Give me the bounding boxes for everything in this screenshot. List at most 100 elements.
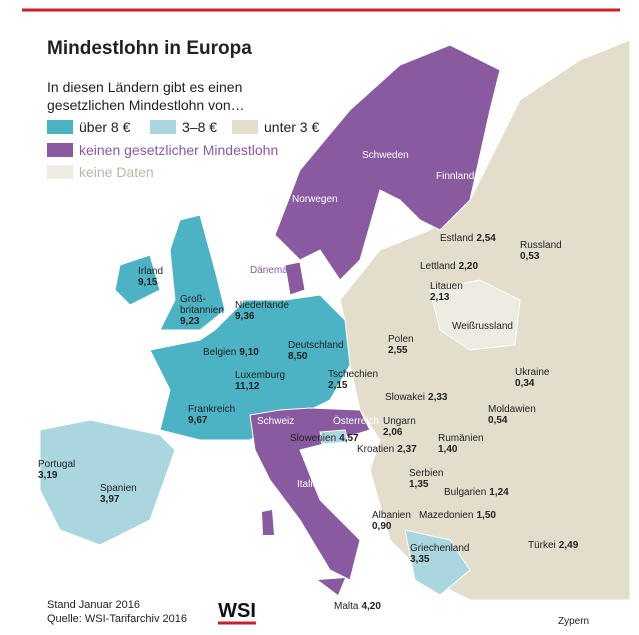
legend-swatch <box>47 120 73 134</box>
country-value: 2,49 <box>559 540 579 551</box>
country-name: Kroatien <box>357 444 394 455</box>
country-label: Spanien 3,97 <box>100 483 137 505</box>
country-name: Serbien <box>409 468 443 479</box>
region-mid-iberia <box>39 419 176 546</box>
country-label: Albanien 0,90 <box>372 510 411 532</box>
country-name: Spanien <box>100 483 137 494</box>
subtitle: gesetzlichen Mindestlohn von… <box>47 97 245 113</box>
legend-label: keine Daten <box>79 164 154 180</box>
country-name: Portugal <box>38 459 75 470</box>
country-value: 2,54 <box>476 233 496 244</box>
legend-swatch <box>47 143 73 157</box>
region-none-denmark <box>284 261 306 296</box>
country-name: Slowenien <box>290 433 336 444</box>
country-label: Italien <box>297 479 324 490</box>
country-label: Litauen 2,13 <box>430 281 463 303</box>
country-value: 1,35 <box>409 479 429 490</box>
country-label: Slowenien 4,57 <box>290 433 359 444</box>
country-label: Ukraine 0,34 <box>515 367 550 389</box>
legend-swatch <box>47 165 73 179</box>
country-name: Groß- <box>180 294 206 305</box>
country-value: 2,33 <box>428 392 448 403</box>
country-value: 9,36 <box>235 311 255 322</box>
country-value: 9,67 <box>188 415 208 426</box>
region-none-alps-italy <box>249 407 371 581</box>
country-label: Luxemburg 11,12 <box>235 370 285 392</box>
country-label: Griechenland 3,35 <box>410 543 469 565</box>
legend-label: über 8 € <box>79 119 131 135</box>
country-value: 2,20 <box>459 261 479 272</box>
footer-text: Stand Januar 2016 <box>47 599 140 611</box>
country-name: Österreich <box>333 415 379 427</box>
country-value: 3,19 <box>38 470 58 481</box>
country-label: Slowakei 2,33 <box>385 392 448 403</box>
country-name: Estland <box>440 233 473 244</box>
country-label: Moldawien 0,54 <box>488 404 536 426</box>
country-label: Polen 2,55 <box>388 334 414 356</box>
country-name: Malta <box>334 601 359 612</box>
country-name: Niederlande <box>235 300 289 311</box>
country-name: Zypern <box>558 616 589 627</box>
region-mid-slovenia <box>319 429 349 445</box>
country-label: Niederlande 9,36 <box>235 300 289 322</box>
country-label: Belgien 9,10 <box>203 347 259 358</box>
country-name: Luxemburg <box>235 370 285 381</box>
country-label: Kroatien 2,37 <box>357 444 417 455</box>
country-name: Deutschland <box>288 340 344 351</box>
country-value: 2,37 <box>397 444 417 455</box>
country-label: Serbien 1,35 <box>409 468 443 490</box>
country-name: Tschechien <box>328 369 378 380</box>
country-label: Norwegen <box>292 194 338 205</box>
country-value: 3,97 <box>100 494 120 505</box>
country-name: Frankreich <box>188 404 235 415</box>
country-value: 0,34 <box>515 378 535 389</box>
country-label: Portugal 3,19 <box>38 459 75 481</box>
country-name: Weißrussland <box>452 321 513 332</box>
country-value: 0,90 <box>372 521 392 532</box>
country-label: Zypern <box>558 616 589 627</box>
country-name: Moldawien <box>488 404 536 415</box>
country-name: Albanien <box>372 510 411 521</box>
country-label: Lettland 2,20 <box>420 261 478 272</box>
country-name: Bulgarien <box>444 487 486 498</box>
country-value: 11,12 <box>235 381 260 392</box>
country-label: Bulgarien 1,24 <box>444 487 509 498</box>
land-shapes <box>39 39 631 601</box>
country-value: 0,53 <box>520 251 540 262</box>
country-label: Türkei 2,49 <box>528 540 579 551</box>
legend-label: keinen gesetzlicher Mindestlohn <box>79 142 278 158</box>
region-high-west <box>149 294 351 441</box>
country-name: Mazedonien <box>419 510 473 521</box>
legend-label: unter 3 € <box>264 119 319 135</box>
region-none-sicily <box>318 578 345 595</box>
country-name: Norwegen <box>292 194 338 205</box>
country-name: Belgien <box>203 347 236 358</box>
country-name: Russland <box>520 240 562 251</box>
country-value: 9,10 <box>239 347 259 358</box>
region-none-sardinia <box>262 510 274 535</box>
country-name: Türkei <box>528 540 556 551</box>
country-name: britannien <box>180 305 224 316</box>
country-label: Schweden <box>362 150 409 161</box>
country-name: Irland <box>138 266 163 277</box>
country-label: Mazedonien 1,50 <box>419 510 496 521</box>
country-name: Schweiz <box>257 416 294 427</box>
country-label: Malta 4,20 <box>334 601 381 612</box>
title: Mindestlohn in Europa <box>47 38 252 59</box>
country-label: Groß-britannien 9,23 <box>180 294 224 327</box>
region-none-scandinavia <box>274 44 501 281</box>
country-name: Litauen <box>430 281 463 292</box>
country-label: Weißrussland <box>452 321 513 332</box>
country-label: Österreich <box>333 415 379 427</box>
country-label: Estland 2,54 <box>440 233 496 244</box>
footer-text: Quelle: WSI-Tarifarchiv 2016 <box>47 613 187 625</box>
country-label: Ungarn 2,06 <box>383 416 416 438</box>
country-label: Rumänien 1,40 <box>438 433 484 455</box>
country-value: 9,15 <box>138 277 158 288</box>
country-value: 2,15 <box>328 380 348 391</box>
country-name: Finnland <box>436 171 474 182</box>
country-value: 4,57 <box>339 433 359 444</box>
country-label: Tschechien 2,15 <box>328 369 378 391</box>
subtitle: In diesen Ländern gibt es einen <box>47 79 242 95</box>
